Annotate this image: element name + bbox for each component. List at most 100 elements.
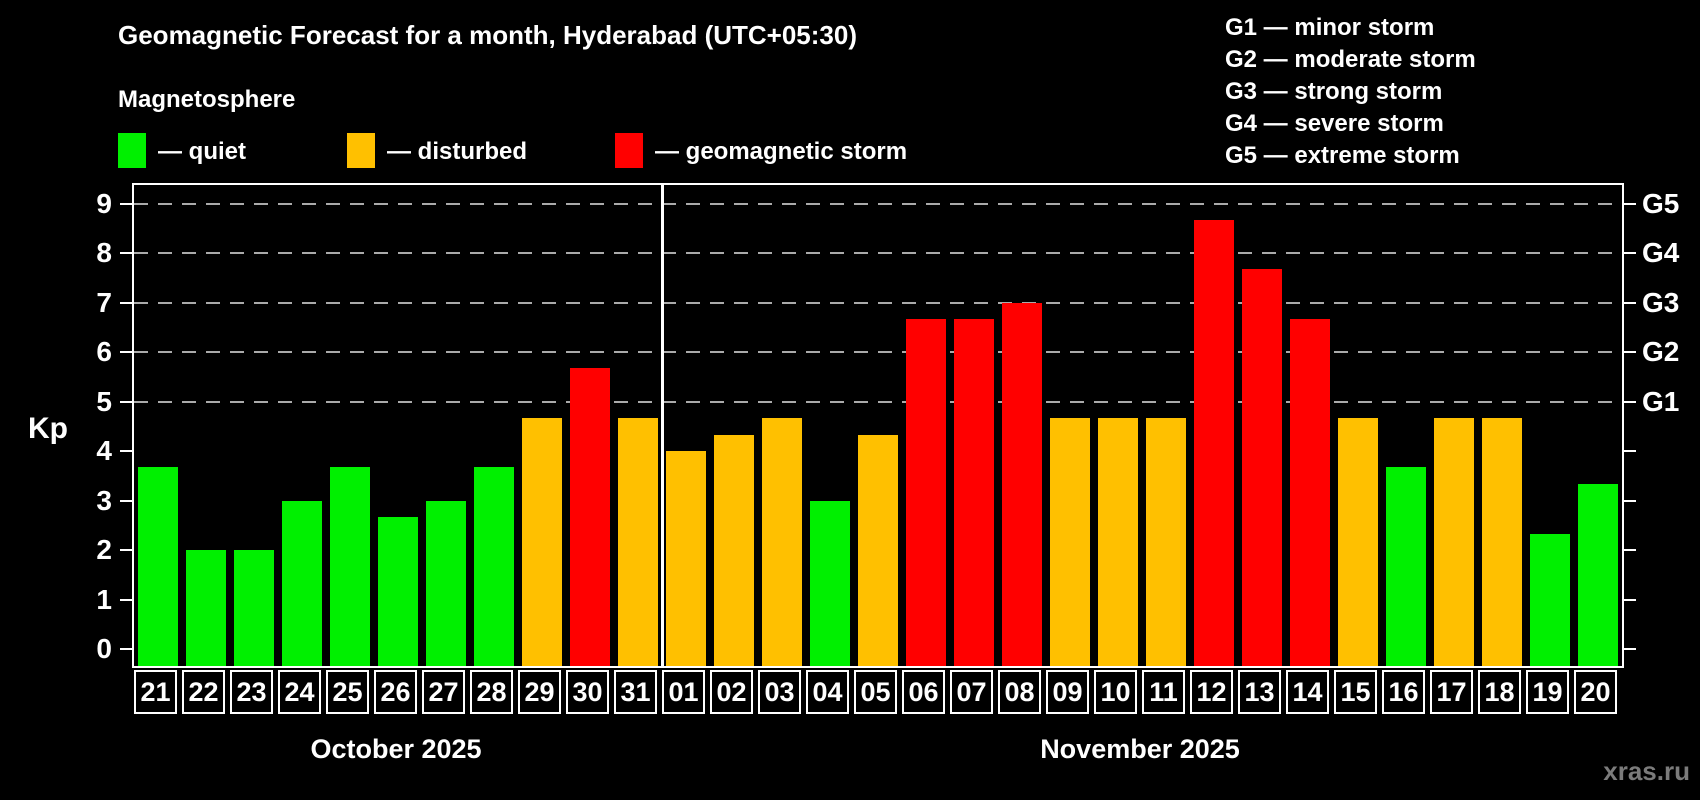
kp-bar-day-17 xyxy=(1433,417,1474,666)
legend-swatch-storm xyxy=(615,133,643,168)
date-label-02: 02 xyxy=(710,670,753,714)
date-label-06: 06 xyxy=(902,670,945,714)
right-tick-3 xyxy=(1624,499,1636,502)
month-label-1: November 2025 xyxy=(1040,734,1240,764)
legend-label-quiet: — quiet xyxy=(158,138,246,165)
kp-bar-day-09 xyxy=(1049,417,1090,666)
date-label-01: 01 xyxy=(662,670,705,714)
y-tick-label-0: 0 xyxy=(96,633,112,664)
kp-bar-day-14 xyxy=(1289,318,1330,666)
y-tick-label-7: 7 xyxy=(96,286,112,318)
date-label-20: 20 xyxy=(1574,670,1617,714)
date-label-11: 11 xyxy=(1142,670,1185,714)
date-label-27: 27 xyxy=(422,670,465,714)
y-axis-label: Kp xyxy=(28,412,68,445)
kp-bar-day-22 xyxy=(185,550,226,666)
kp-bar-day-15 xyxy=(1337,417,1378,666)
kp-bar-day-25 xyxy=(329,467,370,666)
g-scale-tick-label-G5: G5 xyxy=(1642,187,1680,219)
legend-swatch-disturbed xyxy=(347,133,375,168)
legend-label-storm: — geomagnetic storm xyxy=(655,138,908,165)
kp-bar-day-20 xyxy=(1577,484,1618,666)
date-label-18: 18 xyxy=(1478,670,1521,714)
date-label-23: 23 xyxy=(230,670,273,714)
date-label-03: 03 xyxy=(758,670,801,714)
kp-bar-day-31 xyxy=(617,417,658,666)
date-label-04: 04 xyxy=(806,670,849,714)
y-tick-label-1: 1 xyxy=(96,583,112,615)
right-tick-7 xyxy=(1624,301,1636,304)
g-scale-legend-line-2: G2 — moderate storm xyxy=(1225,46,1476,73)
date-label-25: 25 xyxy=(326,670,369,714)
g-scale-tick-label-G1: G1 xyxy=(1642,385,1680,417)
right-tick-8 xyxy=(1624,252,1636,254)
kp-bar-day-05 xyxy=(857,434,898,666)
kp-bar-day-10 xyxy=(1097,417,1138,666)
g-scale-tick-label-G3: G3 xyxy=(1642,286,1680,318)
kp-bar-day-24 xyxy=(281,500,322,666)
kp-bar-day-07 xyxy=(953,318,994,666)
y-tick-label-9: 9 xyxy=(96,187,112,219)
kp-bar-day-04 xyxy=(809,500,850,666)
date-label-30: 30 xyxy=(566,670,609,714)
y-tick-label-3: 3 xyxy=(96,484,112,516)
g-scale-legend-line-3: G3 — strong storm xyxy=(1225,78,1443,105)
left-tick-9 xyxy=(120,202,132,205)
date-label-10: 10 xyxy=(1094,670,1137,714)
left-tick-0 xyxy=(120,648,132,650)
gridline-kp6 xyxy=(134,351,1622,353)
kp-bar-day-27 xyxy=(425,500,466,666)
left-tick-7 xyxy=(120,301,132,304)
kp-bar-day-16 xyxy=(1385,467,1426,666)
right-tick-4 xyxy=(1624,450,1636,452)
right-tick-2 xyxy=(1624,549,1636,551)
y-tick-label-2: 2 xyxy=(96,534,112,565)
date-label-07: 07 xyxy=(950,670,993,714)
date-label-16: 16 xyxy=(1382,670,1425,714)
date-label-17: 17 xyxy=(1430,670,1473,714)
y-tick-label-4: 4 xyxy=(96,435,112,466)
date-label-09: 09 xyxy=(1046,670,1089,714)
date-label-13: 13 xyxy=(1238,670,1281,714)
kp-bar-day-02 xyxy=(713,434,754,666)
right-tick-6 xyxy=(1624,351,1636,353)
g-scale-legend-line-1: G1 — minor storm xyxy=(1225,14,1435,41)
chart-title: Geomagnetic Forecast for a month, Hydera… xyxy=(118,20,858,50)
watermark: xras.ru xyxy=(1603,756,1690,786)
kp-bar-day-23 xyxy=(233,550,274,666)
date-label-21: 21 xyxy=(134,670,177,714)
date-label-05: 05 xyxy=(854,670,897,714)
date-label-12: 12 xyxy=(1190,670,1233,714)
plot-area xyxy=(132,183,1624,668)
date-label-15: 15 xyxy=(1334,670,1377,714)
left-tick-2 xyxy=(120,549,132,551)
left-tick-8 xyxy=(120,252,132,254)
date-label-24: 24 xyxy=(278,670,321,714)
y-tick-label-5: 5 xyxy=(96,385,112,417)
kp-bar-day-29 xyxy=(521,417,562,666)
y-tick-label-6: 6 xyxy=(96,336,112,367)
date-label-26: 26 xyxy=(374,670,417,714)
right-tick-1 xyxy=(1624,598,1636,601)
g-scale-legend-line-5: G5 — extreme storm xyxy=(1225,142,1460,169)
month-label-0: October 2025 xyxy=(310,734,482,764)
kp-bar-day-03 xyxy=(761,417,802,666)
gridline-kp7 xyxy=(134,301,1622,304)
kp-bar-day-12 xyxy=(1193,219,1234,666)
kp-bar-day-01 xyxy=(665,451,706,666)
right-tick-5 xyxy=(1624,400,1636,403)
kp-bar-day-19 xyxy=(1529,533,1570,666)
left-tick-4 xyxy=(120,450,132,452)
kp-bar-day-26 xyxy=(377,516,418,666)
date-label-31: 31 xyxy=(614,670,657,714)
kp-bar-day-11 xyxy=(1145,417,1186,666)
month-divider-line xyxy=(660,185,664,666)
gridline-kp9 xyxy=(134,202,1622,205)
date-label-19: 19 xyxy=(1526,670,1569,714)
date-label-08: 08 xyxy=(998,670,1041,714)
kp-bar-day-21 xyxy=(137,467,178,666)
kp-bar-day-28 xyxy=(473,467,514,666)
right-tick-9 xyxy=(1624,202,1636,205)
date-label-22: 22 xyxy=(182,670,225,714)
date-label-28: 28 xyxy=(470,670,513,714)
